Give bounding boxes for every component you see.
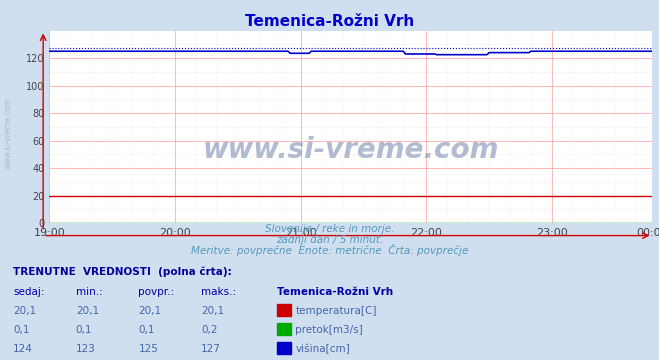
Text: 20,1: 20,1 [76, 306, 99, 316]
Text: 124: 124 [13, 345, 33, 355]
Text: Slovenija / reke in morje.: Slovenija / reke in morje. [265, 224, 394, 234]
Text: sedaj:: sedaj: [13, 287, 45, 297]
Text: višina[cm]: višina[cm] [295, 344, 350, 355]
Text: 0,2: 0,2 [201, 325, 217, 336]
Text: maks.:: maks.: [201, 287, 236, 297]
Text: 20,1: 20,1 [201, 306, 224, 316]
Text: temperatura[C]: temperatura[C] [295, 306, 377, 316]
Text: www.si-vreme.com: www.si-vreme.com [3, 97, 13, 169]
Text: 123: 123 [76, 345, 96, 355]
Text: 0,1: 0,1 [13, 325, 30, 336]
Text: TRENUTNE  VREDNOSTI  (polna črta):: TRENUTNE VREDNOSTI (polna črta): [13, 267, 232, 278]
Text: 0,1: 0,1 [138, 325, 155, 336]
Text: povpr.:: povpr.: [138, 287, 175, 297]
Text: 20,1: 20,1 [13, 306, 36, 316]
Text: Meritve: povprečne  Enote: metrične  Črta: povprečje: Meritve: povprečne Enote: metrične Črta:… [191, 244, 468, 256]
Text: 20,1: 20,1 [138, 306, 161, 316]
Text: pretok[m3/s]: pretok[m3/s] [295, 325, 363, 336]
Text: Temenica-Rožni Vrh: Temenica-Rožni Vrh [277, 287, 393, 297]
Text: www.si-vreme.com: www.si-vreme.com [203, 136, 499, 164]
Text: min.:: min.: [76, 287, 103, 297]
Text: 0,1: 0,1 [76, 325, 92, 336]
Text: 127: 127 [201, 345, 221, 355]
Text: 125: 125 [138, 345, 158, 355]
Text: zadnji dan / 5 minut.: zadnji dan / 5 minut. [276, 235, 383, 245]
Text: Temenica-Rožni Vrh: Temenica-Rožni Vrh [245, 14, 414, 29]
